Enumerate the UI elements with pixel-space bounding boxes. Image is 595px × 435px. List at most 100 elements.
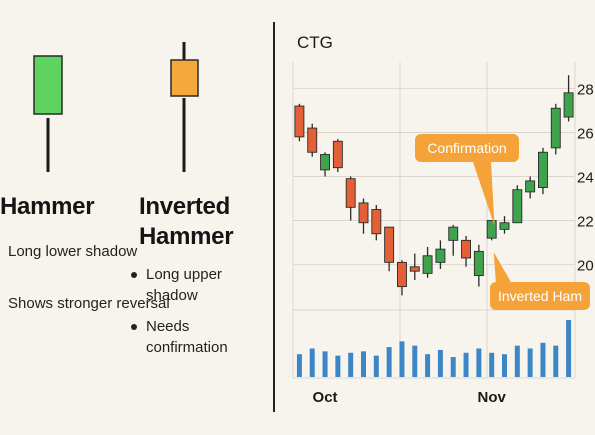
volume-bar [527,348,533,377]
candle [332,139,343,173]
volume-bar [566,320,572,377]
callout-box [490,282,590,310]
candle [486,220,497,241]
hammer-point-1: Long lower shadow [8,243,138,260]
volume-bar [437,349,443,377]
candle-body [448,226,459,241]
volume-bar [502,354,507,377]
inverted-hammer-point-2: Needs confirmation [129,316,264,358]
candle-body [358,202,369,224]
candle-body [473,250,484,277]
callout-box [415,134,519,162]
candle-body [499,222,510,230]
callouts: Confirmation Inverted Ham [415,134,590,310]
candle [371,205,382,241]
volume-bar [361,351,366,377]
inverted-hammer-title-line2: Hammer [139,223,234,250]
candle [512,185,523,224]
panel-divider [273,22,275,412]
candle [345,176,356,221]
chart-title: CTG [297,33,333,52]
candles [294,75,574,296]
candle-body [307,127,318,153]
volume-bar [425,354,431,377]
callout-label-inverted-hammer: Inverted Ham [498,288,582,304]
candle-legend-panel: Hammer Long lower shadow Shows stronger … [0,0,270,435]
candle [563,75,574,122]
candle [550,103,561,155]
candle [409,253,420,280]
candle-body [294,105,305,138]
candle-body [320,154,330,171]
y-tick-label: 20 [577,258,594,275]
candle-icons [33,42,199,172]
candle-body [525,180,536,193]
y-tick-label: 22 [577,214,594,231]
callout-pointer [493,252,512,284]
candle [294,103,305,142]
volume-bar [399,341,405,377]
chart-grid [292,62,576,379]
hammer-point-2: Shows stronger reversal [8,295,170,312]
candle-body [371,209,382,235]
candle-body [486,220,497,239]
volume-bar [514,345,520,377]
volume-bar [322,351,328,377]
candle-body [384,226,395,263]
inverted-hammer-point-1: Long upper shadow [129,264,264,306]
hammer-candle-body [33,55,63,115]
y-axis-labels: 20 22 24 26 28 [577,81,594,274]
candle [320,152,330,177]
volume-bar [309,348,315,377]
volume-bar [489,352,495,377]
candle-body [422,255,433,274]
candle-body [345,178,356,208]
y-tick-label: 24 [577,169,594,186]
volume-bars [296,320,572,377]
candle-body [397,261,407,288]
y-tick-label: 26 [577,125,594,142]
callout-label-confirmation: Confirmation [427,140,506,156]
candle [435,240,446,269]
y-tick-label: 28 [577,81,594,98]
candle [307,123,318,157]
candle [538,147,548,195]
volume-bar [540,342,546,377]
inverted-hammer-candle-body [170,59,199,97]
volume-bar [348,352,354,377]
x-tick-label: Nov [478,389,507,406]
candle [525,176,536,199]
candle-body [563,92,574,118]
volume-bar [412,345,418,377]
inverted-hammer-points: Long upper shadow Needs confirmation [129,264,264,368]
volume-bar [463,352,469,377]
candle [384,226,395,272]
candle-body [332,140,343,169]
inverted-hammer-title-line1: Inverted [139,193,230,220]
callout-pointer [473,162,495,226]
candle [422,246,433,278]
candlestick-chart: CTG 20 22 24 26 28 Oct Nov Confirmation Invert… [292,33,594,406]
x-tick-label: Oct [313,389,338,406]
candle-body [435,248,446,263]
volume-bar [450,357,456,377]
candle-body [512,189,523,224]
candle-body [550,107,561,149]
x-axis-labels: Oct Nov [313,389,507,406]
candle-body [409,266,420,272]
candle [499,216,510,234]
candle-body [538,151,548,188]
volume-bar [553,345,559,377]
candle-body [461,239,471,259]
volume-bar [386,347,392,377]
candle [358,198,369,234]
volume-bar [373,355,379,377]
candle [448,224,459,256]
volume-bar [296,354,302,377]
volume-bar [476,348,482,377]
candle [461,235,471,267]
candle [397,260,407,296]
hammer-title: Hammer [0,193,95,220]
candle [473,244,484,287]
volume-bar [335,355,341,377]
